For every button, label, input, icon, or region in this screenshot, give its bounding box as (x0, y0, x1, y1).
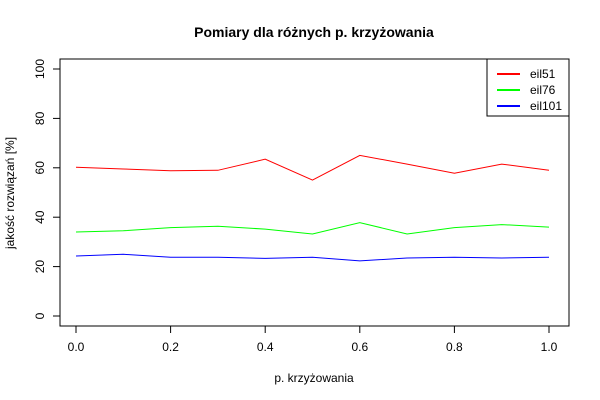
x-axis: 0.0 0.2 0.4 0.6 0.8 1.0 (68, 325, 558, 354)
chart-title: Pomiary dla różnych p. krzyżowania (194, 24, 434, 40)
y-axis: 0 20 40 60 80 100 (33, 59, 61, 319)
y-tick-label: 20 (33, 260, 47, 274)
x-tick-label: 1.0 (541, 340, 558, 354)
x-tick-label: 0.2 (162, 340, 179, 354)
y-axis-label: jakość rozwiązań [%] (3, 137, 17, 250)
y-tick-label: 0 (33, 312, 47, 319)
series-line-eil76 (75, 222, 550, 235)
series-line-eil51 (75, 154, 550, 181)
series-lines (75, 154, 550, 262)
y-tick-label: 80 (33, 111, 47, 125)
x-tick-label: 0.4 (257, 340, 274, 354)
legend-label: eil51 (530, 67, 556, 81)
series-line-eil101 (75, 253, 550, 262)
legend: eil51 eil76 eil101 (486, 58, 570, 117)
x-tick-label: 0.6 (351, 340, 368, 354)
x-axis-label: p. krzyżowania (274, 371, 354, 385)
legend-label: eil76 (530, 83, 556, 97)
y-tick-label: 60 (33, 161, 47, 175)
legend-label: eil101 (530, 99, 562, 113)
x-tick-label: 0.8 (446, 340, 463, 354)
y-tick-label: 100 (33, 59, 47, 79)
x-tick-label: 0.0 (68, 340, 85, 354)
y-tick-label: 40 (33, 210, 47, 224)
